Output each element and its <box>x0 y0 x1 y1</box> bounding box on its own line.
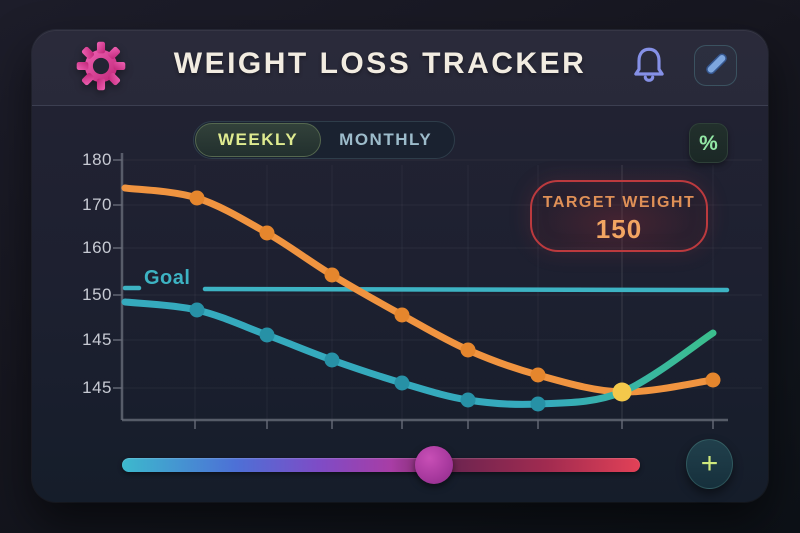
add-entry-button[interactable]: + <box>686 439 733 489</box>
y-axis-label: 160 <box>82 238 112 257</box>
settings-gear-icon[interactable] <box>74 39 128 93</box>
timeline-slider-handle[interactable] <box>415 446 453 484</box>
notifications-button[interactable] <box>630 44 668 86</box>
target-weight-label: TARGET WEIGHT <box>542 194 696 211</box>
bell-icon <box>634 47 664 82</box>
tab-weekly[interactable]: WEEKLY <box>195 123 322 157</box>
target-weight-card: TARGET WEIGHT 150 <box>530 180 708 252</box>
edit-button[interactable] <box>694 45 737 86</box>
y-axis-label: 180 <box>82 150 112 169</box>
target-weight-value: 150 <box>595 214 643 244</box>
pencil-icon <box>705 53 727 75</box>
period-toggle: WEEKLY MONTHLY <box>193 121 456 159</box>
percent-button[interactable]: % <box>689 123 728 163</box>
app-header <box>32 30 768 106</box>
percent-icon: % <box>699 131 718 155</box>
goal-label: Goal <box>144 267 191 289</box>
y-axis-label: 145 <box>82 378 112 397</box>
plus-icon: + <box>700 447 719 480</box>
y-axis-label: 170 <box>82 195 112 214</box>
timeline-slider-track[interactable] <box>122 458 640 472</box>
y-axis-label: 150 <box>82 285 112 304</box>
y-axis-label: 145 <box>82 330 112 349</box>
page-title: WEIGHT LOSS TRACKER <box>173 47 587 80</box>
tab-monthly[interactable]: MONTHLY <box>321 123 450 157</box>
